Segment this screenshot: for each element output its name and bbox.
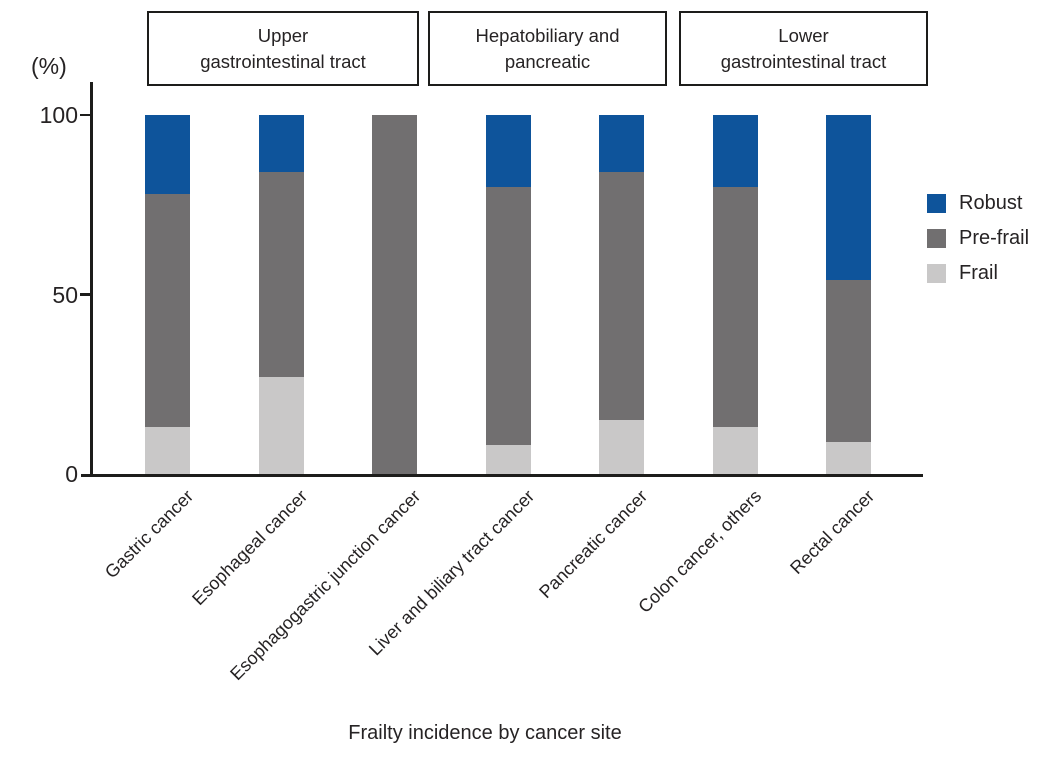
y-tick-mark-100	[80, 113, 91, 117]
legend-item-frail: Frail	[927, 262, 998, 285]
segment-frail-esophageal-cancer	[258, 377, 304, 474]
x-label-gastric-cancer: Gastric cancer	[101, 486, 198, 583]
y-tick-label-0: 0	[65, 461, 78, 487]
segment-robust-liver-and-biliary-tract-cancer	[485, 115, 531, 187]
segment-pre-frail-esophageal-cancer	[258, 172, 304, 378]
x-label-pancreatic-cancer: Pancreatic cancer	[535, 486, 652, 603]
x-label-esophagogastric-junction-cancer: Esophagogastric junction cancer	[226, 486, 425, 685]
bar-rectal-cancer	[826, 115, 871, 474]
y-axis-unit-label: (%)	[31, 53, 67, 79]
plot-area	[92, 115, 923, 474]
segment-pre-frail-colon-cancer-others	[712, 186, 758, 428]
legend-label-frail: Frail	[959, 262, 998, 284]
segment-pre-frail-liver-and-biliary-tract-cancer	[485, 186, 531, 446]
legend-swatch-frail-icon	[927, 264, 946, 283]
segment-frail-pancreatic-cancer	[599, 420, 644, 474]
segment-frail-colon-cancer-others	[712, 427, 758, 474]
segment-robust-esophageal-cancer	[258, 115, 304, 173]
y-tick-mark-50	[80, 293, 91, 296]
bar-esophageal-cancer	[258, 115, 304, 474]
group-header-hepatobiliary-and: Hepatobiliary and pancreatic	[428, 11, 667, 86]
group-header-upper: Upper gastrointestinal tract	[147, 11, 419, 86]
segment-pre-frail-esophagogastric-junction-cancer	[372, 115, 417, 474]
bar-liver-and-biliary-tract-cancer	[485, 115, 531, 474]
legend-label-pre-frail: Pre-frail	[959, 227, 1030, 249]
legend-label-robust: Robust	[959, 192, 1023, 214]
y-axis-line	[90, 82, 93, 476]
segment-frail-rectal-cancer	[826, 441, 871, 474]
x-axis-title: Frailty incidence by cancer site	[348, 722, 622, 744]
segment-frail-liver-and-biliary-tract-cancer	[485, 445, 531, 474]
segment-robust-pancreatic-cancer	[599, 115, 644, 173]
y-tick-label-50: 50	[52, 281, 78, 308]
y-tick-label-100: 100	[39, 102, 78, 128]
x-label-rectal-cancer: Rectal cancer	[786, 486, 879, 578]
legend-swatch-robust-icon	[927, 194, 946, 213]
segment-frail-gastric-cancer	[145, 427, 190, 474]
segment-pre-frail-rectal-cancer	[826, 280, 871, 442]
legend-swatch-pre-frail-icon	[927, 229, 946, 248]
group-header-lower: Lower gastrointestinal tract	[679, 11, 928, 86]
segment-pre-frail-pancreatic-cancer	[599, 172, 644, 421]
x-label-esophageal-cancer: Esophageal cancer	[188, 486, 312, 610]
segment-pre-frail-gastric-cancer	[145, 194, 190, 428]
bar-colon-cancer-others	[712, 115, 758, 474]
segment-robust-gastric-cancer	[145, 115, 190, 194]
x-label-colon-cancer-others: Colon cancer, others	[634, 486, 766, 617]
bar-pancreatic-cancer	[599, 115, 644, 474]
x-axis-line	[81, 473, 923, 477]
legend-item-pre-frail: Pre-frail	[927, 227, 1029, 250]
segment-robust-rectal-cancer	[826, 115, 871, 281]
bar-esophagogastric-junction-cancer	[372, 115, 417, 474]
bar-gastric-cancer	[145, 115, 190, 474]
legend-item-robust: Robust	[927, 192, 1022, 215]
segment-robust-colon-cancer-others	[712, 115, 758, 187]
